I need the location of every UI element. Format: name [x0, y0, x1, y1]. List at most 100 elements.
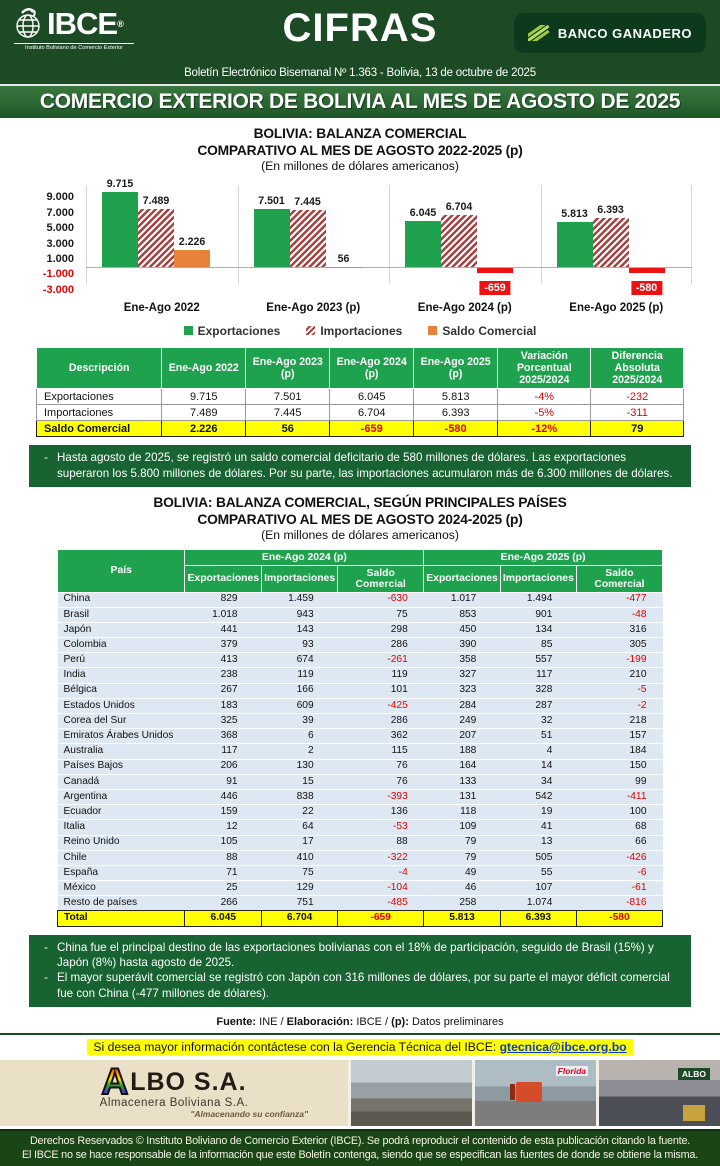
table2-cell: 557	[500, 652, 577, 668]
table2-cell: 76	[337, 758, 424, 775]
country-name: Ecuador	[57, 804, 185, 820]
chart-bar-exportaciones	[556, 222, 593, 268]
country-name: Australia	[57, 743, 185, 760]
chart-bar-exportaciones	[253, 209, 290, 268]
table2-cell: 1.074	[500, 895, 577, 911]
chart-title-block: BOLIVIA: BALANZA COMERCIAL COMPARATIVO A…	[0, 125, 720, 175]
country-name: Bélgica	[57, 682, 185, 699]
title-band: COMERCIO EXTERIOR DE BOLIVIA AL MES DE A…	[0, 84, 720, 118]
table2-cell: -6	[576, 864, 663, 881]
ibce-logo-text: IBCE®	[47, 6, 124, 41]
table2-row: China 829 1.459 -630 1.017 1.494 -477	[57, 591, 663, 608]
table2-cell: 117	[500, 667, 577, 684]
table2-cell: 286	[337, 637, 424, 653]
table2-cell: -485	[337, 895, 424, 911]
y-tick-label: 5.000	[46, 222, 74, 235]
table2-row: Emiratos Árabes Unidos 368 6 362 207 51 157	[57, 728, 663, 744]
y-tick-label: -1.000	[42, 268, 74, 281]
albo-ad-banner[interactable]: A LBO S.A. Almacenera Boliviana S.A. "Al…	[0, 1059, 720, 1126]
table2-cell: 13	[500, 834, 577, 851]
bar-value-label: 7.489	[142, 195, 170, 208]
bar-value-label: 7.501	[258, 195, 285, 208]
table2-cell: 1.459	[261, 591, 338, 608]
table2-cell: 93	[261, 637, 338, 653]
bullet-dash: -	[44, 940, 48, 954]
table2-cell: 118	[423, 804, 501, 820]
balance-summary-table: Descripción Ene-Ago 2022 Ene-Ago 2023 (p) E…	[35, 346, 684, 438]
table1-cell: 2.226	[161, 420, 247, 438]
table2-cell: 136	[337, 804, 424, 820]
table2-cell: 55	[500, 864, 577, 881]
table2-cell: 358	[423, 652, 501, 668]
table2-cell: 6	[261, 728, 338, 744]
table2-cell: 218	[576, 713, 663, 729]
table2-row: India 238 119 119 327 117 210	[57, 667, 663, 684]
table1-cell: -5%	[497, 404, 592, 422]
florida-sign: Florida	[555, 1065, 588, 1076]
crate-icon	[683, 1104, 706, 1121]
country-name: Emiratos Árabes Unidos	[57, 728, 185, 744]
table2-cell: -477	[576, 591, 663, 608]
bar-value-label: -580	[630, 280, 663, 295]
table1-header-cell: Diferencia Absoluta 2025/2024	[590, 346, 684, 390]
table2-row: Argentina 446 838 -393 131 542 -411	[57, 788, 663, 805]
chart-title-line2: COMPARATIVO AL MES DE AGOSTO 2022-2025 (…	[197, 143, 523, 159]
total-label: Total	[56, 910, 186, 927]
photo-warehouse: ALBO	[596, 1059, 720, 1126]
table2-cell: -53	[337, 819, 424, 836]
note-bullet-item: - China fue el principal destino de las e…	[35, 940, 681, 971]
table2-cell: -425	[337, 697, 424, 714]
table2-cell: 39	[261, 713, 338, 729]
country-name: Brasil	[57, 606, 185, 623]
banco-ganadero-badge[interactable]: BANCO GANADERO	[513, 13, 706, 53]
table2-cell: 107	[500, 880, 577, 896]
table2-cell: 542	[500, 788, 577, 805]
group-separator-line	[389, 184, 390, 284]
table1-cell: 9.715	[161, 388, 247, 406]
table2-cell: -5	[576, 682, 663, 699]
bar-value-label: -659	[479, 281, 511, 296]
table2-cell: 325	[184, 713, 262, 729]
table2-cell: 100	[576, 804, 663, 820]
contact-email-link[interactable]: gtecnica@ibce.org.bo	[499, 1039, 627, 1054]
chart-group: 6.045 6.704 -659	[389, 185, 541, 298]
summary-note-box: - Hasta agosto de 2025, se registró un sa…	[29, 445, 691, 487]
x-category-label: Ene-Ago 2022	[123, 301, 200, 314]
table2-cell: 105	[184, 834, 262, 851]
albo-logo-block: A LBO S.A. Almacenera Boliviana S.A. "Al…	[0, 1059, 348, 1126]
country-name: Japón	[57, 621, 185, 638]
country-name: China	[57, 591, 185, 608]
table2-row: Canadá 91 15 76 133 34 99	[57, 773, 663, 790]
table2-cell: -2	[576, 697, 663, 714]
page-header: IBCE® Instituto Boliviano de Comercio Ex…	[0, 0, 720, 84]
table2-total-cell: 6.045	[184, 910, 263, 927]
table2-total-cell: 6.704	[261, 910, 339, 927]
source-segment: (p):	[391, 1015, 409, 1028]
countries-title-line3: (En millones de dólares americanos)	[261, 528, 459, 543]
country-name: Colombia	[57, 637, 185, 653]
bullet-dash: -	[44, 971, 48, 985]
chart-title-line1: BOLIVIA: BALANZA COMERCIAL	[253, 126, 467, 141]
countries-table-head: País Ene-Ago 2024 (p) Ene-Ago 2025 (p) E…	[56, 548, 664, 593]
table1-cell: 6.704	[329, 404, 415, 422]
y-tick-label: 1.000	[46, 252, 74, 265]
albo-warehouse-sign: ALBO	[677, 1067, 710, 1080]
country-name: Corea del Sur	[57, 713, 185, 729]
table1-row-label: Importaciones	[35, 404, 163, 422]
table2-cell: -61	[576, 880, 663, 896]
table1-cell: 56	[245, 420, 331, 438]
chart-group: 9.715 7.489 2.226	[86, 178, 238, 298]
table1-cell: 7.445	[245, 404, 331, 422]
table2-cell: 17	[261, 834, 338, 851]
table2-subheader-cell: Exportaciones	[423, 564, 501, 593]
table2-cell: 150	[576, 758, 663, 775]
albo-rainbow-a-logo: A	[100, 1060, 129, 1102]
table2-cell: 441	[184, 621, 262, 638]
forklift-icon	[510, 1082, 543, 1103]
table2-cell: 157	[576, 728, 663, 744]
table2-cell: 609	[261, 697, 338, 714]
table2-row: Ecuador 159 22 136 118 19 100	[57, 804, 663, 820]
group-separator-line	[691, 184, 692, 284]
masthead-title: CIFRAS	[282, 6, 438, 50]
table2-row: Reino Unido 105 17 88 79 13 66	[57, 834, 663, 851]
